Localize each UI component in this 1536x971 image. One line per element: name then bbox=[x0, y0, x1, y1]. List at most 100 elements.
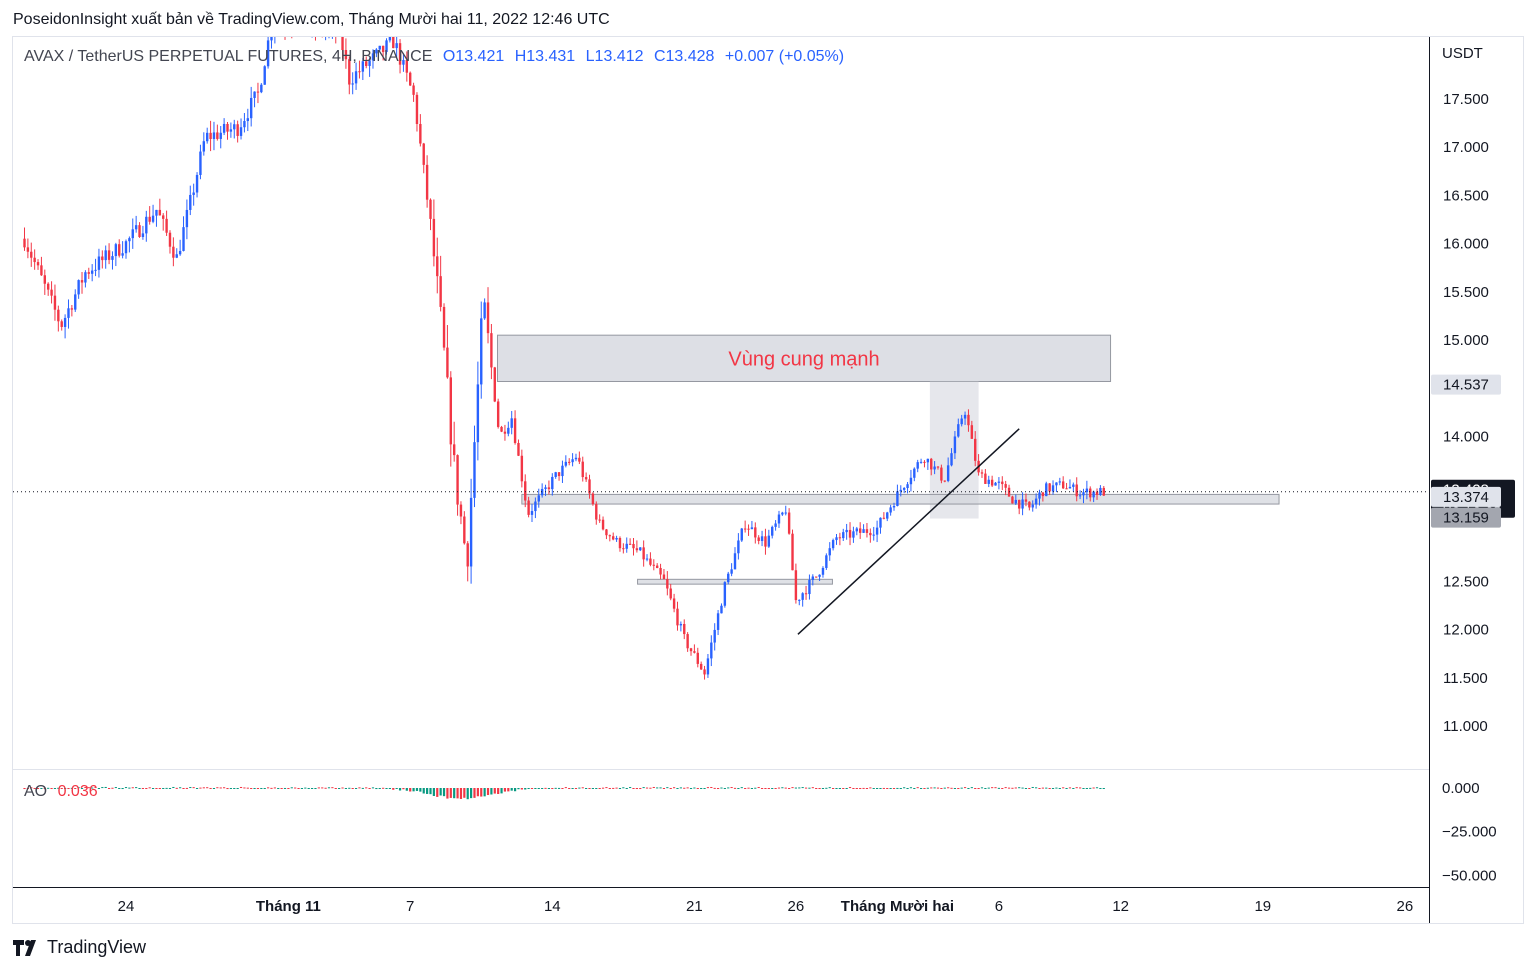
candle-body bbox=[436, 256, 439, 277]
ao-bar bbox=[750, 788, 754, 789]
candle-body bbox=[246, 118, 249, 122]
ao-bar bbox=[537, 788, 540, 789]
candle-body bbox=[855, 528, 858, 532]
ao-bar bbox=[145, 788, 148, 789]
candle-body bbox=[486, 302, 490, 334]
candle-body bbox=[710, 642, 713, 659]
ao-bar bbox=[568, 788, 571, 789]
ao-bar bbox=[683, 787, 686, 789]
ao-bar bbox=[876, 788, 879, 789]
candle-body bbox=[318, 23, 320, 29]
ao-bar bbox=[710, 787, 713, 789]
ao-legend: AO 0.036 bbox=[24, 783, 98, 801]
ao-bar bbox=[950, 787, 953, 789]
candle-body bbox=[155, 209, 158, 216]
candle-body bbox=[1024, 499, 1028, 502]
candle-body bbox=[121, 253, 124, 256]
candle-body bbox=[584, 477, 588, 480]
ao-bar bbox=[94, 787, 97, 789]
candle-body bbox=[368, 60, 371, 66]
price-tick-label: 12.000 bbox=[1443, 622, 1489, 639]
candle-body bbox=[199, 151, 202, 175]
candle-body bbox=[896, 491, 899, 506]
candle-body bbox=[645, 558, 649, 560]
candle-body bbox=[30, 251, 33, 258]
candle-body bbox=[101, 256, 104, 261]
candle-body bbox=[764, 536, 767, 547]
ao-bar bbox=[859, 788, 862, 789]
candle-body bbox=[994, 482, 997, 486]
ao-bar bbox=[229, 788, 232, 789]
ao-bar bbox=[1102, 788, 1105, 789]
candle-body bbox=[94, 269, 97, 271]
candle-body bbox=[344, 50, 348, 60]
price-badge bbox=[1431, 374, 1501, 395]
ao-bar bbox=[598, 788, 601, 789]
candle-body bbox=[537, 495, 540, 502]
candle-body bbox=[466, 543, 469, 567]
candle-body bbox=[997, 481, 1001, 483]
candle-body bbox=[415, 94, 419, 124]
ao-bar bbox=[243, 787, 246, 789]
ao-bar bbox=[879, 788, 882, 789]
candle-body bbox=[608, 535, 612, 537]
candle-body bbox=[321, 23, 323, 31]
ao-bar bbox=[706, 787, 710, 789]
candle-body bbox=[632, 543, 635, 549]
candle-body bbox=[483, 302, 486, 319]
ao-bar bbox=[635, 788, 638, 790]
ao-bar bbox=[957, 788, 960, 789]
candle-body bbox=[469, 497, 473, 567]
candle-body bbox=[124, 241, 128, 254]
candle-body bbox=[1089, 488, 1092, 498]
ao-bar bbox=[148, 787, 151, 789]
ao-bar bbox=[111, 787, 114, 789]
ao-bar bbox=[994, 787, 997, 789]
candle-body bbox=[886, 512, 889, 519]
ao-bar bbox=[612, 787, 615, 789]
footer-brand[interactable]: TradingView bbox=[13, 937, 146, 958]
candle-body bbox=[821, 567, 825, 575]
ao-bar bbox=[977, 788, 980, 789]
ao-bar bbox=[1065, 788, 1068, 789]
candle-body bbox=[524, 481, 527, 501]
ao-bar bbox=[280, 788, 283, 789]
ao-tick-label: −25.000 bbox=[1442, 824, 1497, 841]
ao-bar bbox=[168, 788, 172, 789]
candle-body bbox=[277, 24, 279, 27]
ao-bar bbox=[656, 787, 659, 789]
ao-bar bbox=[571, 788, 574, 789]
candle-body bbox=[554, 472, 557, 477]
candle-body bbox=[46, 283, 50, 290]
ao-bar bbox=[1004, 787, 1007, 789]
candle-body bbox=[743, 528, 747, 530]
ao-bar bbox=[730, 787, 733, 789]
candle-body bbox=[145, 216, 148, 234]
ao-bar bbox=[936, 787, 940, 789]
ao-bar bbox=[727, 787, 730, 789]
time-tick-label: 26 bbox=[788, 898, 805, 915]
candle-body bbox=[605, 529, 608, 536]
ao-bar bbox=[344, 788, 348, 789]
ao-bar bbox=[947, 787, 950, 789]
ao-bar bbox=[517, 788, 520, 790]
candle-body bbox=[178, 250, 182, 255]
candle-body bbox=[1102, 487, 1105, 496]
candle-body bbox=[1065, 488, 1068, 490]
candle-body bbox=[639, 547, 642, 551]
ao-bar bbox=[703, 788, 706, 789]
ao-bar bbox=[64, 788, 67, 789]
ao-bar bbox=[1068, 787, 1072, 789]
time-tick-label: Tháng 11 bbox=[256, 898, 321, 915]
candle-body bbox=[787, 512, 791, 534]
candle-body bbox=[1021, 499, 1024, 509]
ao-bar bbox=[693, 787, 696, 789]
ao-bar bbox=[385, 788, 388, 789]
ao-bar bbox=[686, 787, 689, 789]
candle-body bbox=[595, 504, 598, 520]
ao-bar bbox=[510, 788, 513, 791]
ao-bar bbox=[1079, 787, 1082, 789]
ao-bar bbox=[1035, 787, 1038, 789]
candle-body bbox=[980, 472, 984, 474]
